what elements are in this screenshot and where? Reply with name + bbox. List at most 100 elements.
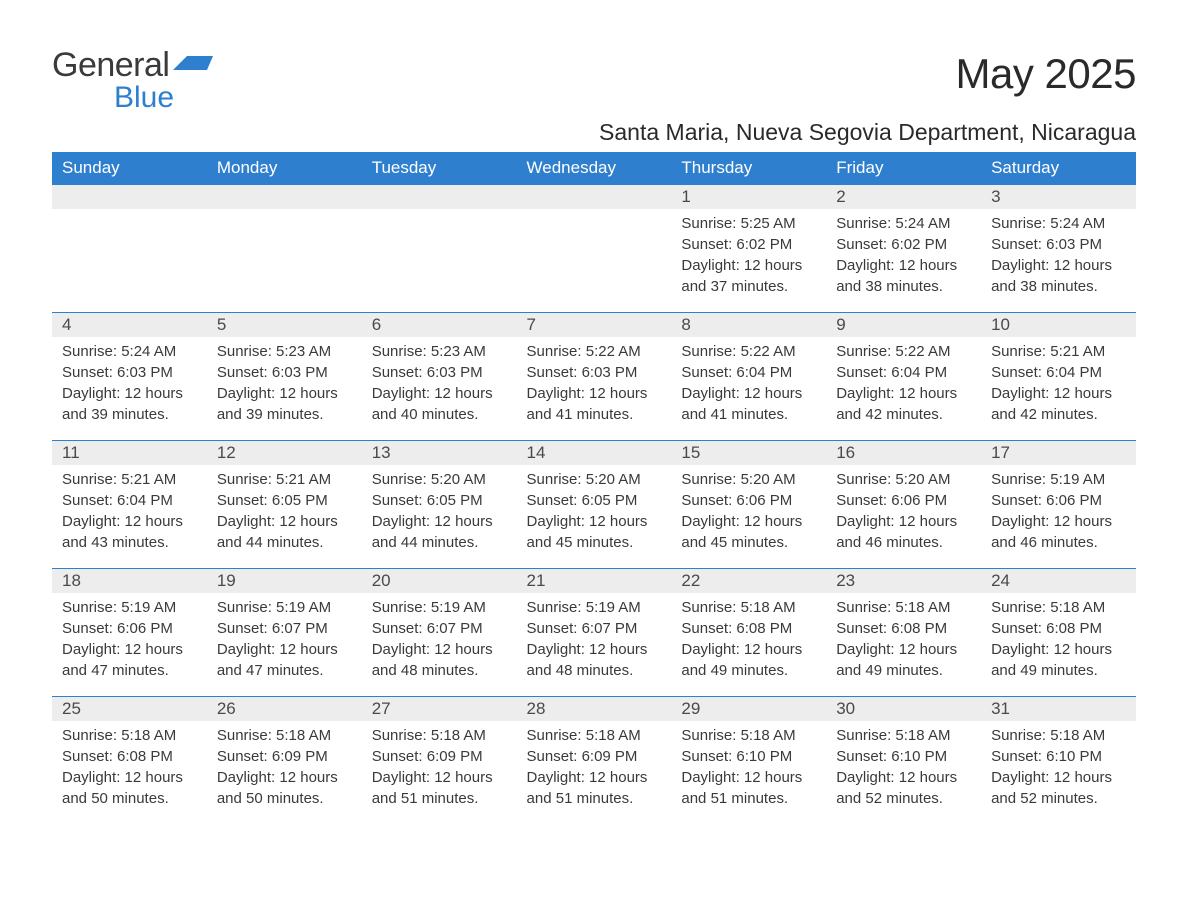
- day-number: 19: [207, 569, 362, 593]
- calendar-day-cell: 21Sunrise: 5:19 AMSunset: 6:07 PMDayligh…: [517, 569, 672, 697]
- day-number: 2: [826, 185, 981, 209]
- calendar-day-cell: 7Sunrise: 5:22 AMSunset: 6:03 PMDaylight…: [517, 313, 672, 441]
- daynum-blank: [362, 185, 517, 209]
- day-details: Sunrise: 5:23 AMSunset: 6:03 PMDaylight:…: [207, 337, 362, 433]
- day-number: 11: [52, 441, 207, 465]
- calendar-day-cell: 19Sunrise: 5:19 AMSunset: 6:07 PMDayligh…: [207, 569, 362, 697]
- day-details: Sunrise: 5:23 AMSunset: 6:03 PMDaylight:…: [362, 337, 517, 433]
- daynum-blank: [207, 185, 362, 209]
- day-details: Sunrise: 5:18 AMSunset: 6:09 PMDaylight:…: [362, 721, 517, 817]
- daynum-blank: [52, 185, 207, 209]
- day-details: Sunrise: 5:24 AMSunset: 6:03 PMDaylight:…: [52, 337, 207, 433]
- calendar-day-cell: 26Sunrise: 5:18 AMSunset: 6:09 PMDayligh…: [207, 697, 362, 825]
- day-details: Sunrise: 5:20 AMSunset: 6:05 PMDaylight:…: [362, 465, 517, 561]
- day-number: 22: [671, 569, 826, 593]
- calendar-day-cell: 31Sunrise: 5:18 AMSunset: 6:10 PMDayligh…: [981, 697, 1136, 825]
- day-number: 31: [981, 697, 1136, 721]
- calendar-blank-cell: [362, 185, 517, 313]
- calendar-day-cell: 2Sunrise: 5:24 AMSunset: 6:02 PMDaylight…: [826, 185, 981, 313]
- calendar-table: SundayMondayTuesdayWednesdayThursdayFrid…: [52, 152, 1136, 825]
- day-details: Sunrise: 5:18 AMSunset: 6:10 PMDaylight:…: [671, 721, 826, 817]
- day-details: Sunrise: 5:18 AMSunset: 6:09 PMDaylight:…: [517, 721, 672, 817]
- calendar-day-cell: 11Sunrise: 5:21 AMSunset: 6:04 PMDayligh…: [52, 441, 207, 569]
- day-details: Sunrise: 5:19 AMSunset: 6:06 PMDaylight:…: [981, 465, 1136, 561]
- calendar-day-cell: 6Sunrise: 5:23 AMSunset: 6:03 PMDaylight…: [362, 313, 517, 441]
- calendar-day-cell: 16Sunrise: 5:20 AMSunset: 6:06 PMDayligh…: [826, 441, 981, 569]
- day-number: 13: [362, 441, 517, 465]
- day-details: Sunrise: 5:19 AMSunset: 6:07 PMDaylight:…: [207, 593, 362, 689]
- day-number: 12: [207, 441, 362, 465]
- calendar-day-cell: 24Sunrise: 5:18 AMSunset: 6:08 PMDayligh…: [981, 569, 1136, 697]
- page-title: May 2025: [956, 50, 1136, 98]
- day-details: Sunrise: 5:22 AMSunset: 6:04 PMDaylight:…: [671, 337, 826, 433]
- day-details: Sunrise: 5:18 AMSunset: 6:10 PMDaylight:…: [826, 721, 981, 817]
- calendar-day-cell: 29Sunrise: 5:18 AMSunset: 6:10 PMDayligh…: [671, 697, 826, 825]
- day-details: Sunrise: 5:18 AMSunset: 6:09 PMDaylight:…: [207, 721, 362, 817]
- day-details: Sunrise: 5:24 AMSunset: 6:03 PMDaylight:…: [981, 209, 1136, 305]
- calendar-week-row: 11Sunrise: 5:21 AMSunset: 6:04 PMDayligh…: [52, 441, 1136, 569]
- day-number: 29: [671, 697, 826, 721]
- day-number: 27: [362, 697, 517, 721]
- day-number: 10: [981, 313, 1136, 337]
- logo-flag-icon: [173, 56, 213, 89]
- calendar-day-cell: 3Sunrise: 5:24 AMSunset: 6:03 PMDaylight…: [981, 185, 1136, 313]
- calendar-week-row: 4Sunrise: 5:24 AMSunset: 6:03 PMDaylight…: [52, 313, 1136, 441]
- day-number: 4: [52, 313, 207, 337]
- weekday-header: Tuesday: [362, 152, 517, 185]
- weekday-header: Friday: [826, 152, 981, 185]
- weekday-header: Monday: [207, 152, 362, 185]
- weekday-header-row: SundayMondayTuesdayWednesdayThursdayFrid…: [52, 152, 1136, 185]
- calendar-week-row: 18Sunrise: 5:19 AMSunset: 6:06 PMDayligh…: [52, 569, 1136, 697]
- day-number: 8: [671, 313, 826, 337]
- day-number: 26: [207, 697, 362, 721]
- calendar-day-cell: 14Sunrise: 5:20 AMSunset: 6:05 PMDayligh…: [517, 441, 672, 569]
- calendar-day-cell: 30Sunrise: 5:18 AMSunset: 6:10 PMDayligh…: [826, 697, 981, 825]
- calendar-day-cell: 25Sunrise: 5:18 AMSunset: 6:08 PMDayligh…: [52, 697, 207, 825]
- weekday-header: Sunday: [52, 152, 207, 185]
- day-number: 18: [52, 569, 207, 593]
- day-details: Sunrise: 5:18 AMSunset: 6:08 PMDaylight:…: [981, 593, 1136, 689]
- day-number: 3: [981, 185, 1136, 209]
- daynum-blank: [517, 185, 672, 209]
- calendar-day-cell: 15Sunrise: 5:20 AMSunset: 6:06 PMDayligh…: [671, 441, 826, 569]
- day-details: Sunrise: 5:18 AMSunset: 6:08 PMDaylight:…: [52, 721, 207, 817]
- calendar-day-cell: 4Sunrise: 5:24 AMSunset: 6:03 PMDaylight…: [52, 313, 207, 441]
- calendar-day-cell: 23Sunrise: 5:18 AMSunset: 6:08 PMDayligh…: [826, 569, 981, 697]
- day-details: Sunrise: 5:18 AMSunset: 6:08 PMDaylight:…: [671, 593, 826, 689]
- day-details: Sunrise: 5:25 AMSunset: 6:02 PMDaylight:…: [671, 209, 826, 305]
- day-number: 5: [207, 313, 362, 337]
- day-details: Sunrise: 5:19 AMSunset: 6:06 PMDaylight:…: [52, 593, 207, 689]
- day-number: 30: [826, 697, 981, 721]
- day-number: 23: [826, 569, 981, 593]
- logo-word-general: General: [52, 46, 169, 85]
- day-details: Sunrise: 5:20 AMSunset: 6:05 PMDaylight:…: [517, 465, 672, 561]
- calendar-day-cell: 27Sunrise: 5:18 AMSunset: 6:09 PMDayligh…: [362, 697, 517, 825]
- day-details: Sunrise: 5:20 AMSunset: 6:06 PMDaylight:…: [671, 465, 826, 561]
- calendar-day-cell: 22Sunrise: 5:18 AMSunset: 6:08 PMDayligh…: [671, 569, 826, 697]
- calendar-blank-cell: [52, 185, 207, 313]
- weekday-header: Wednesday: [517, 152, 672, 185]
- day-number: 15: [671, 441, 826, 465]
- day-details: Sunrise: 5:19 AMSunset: 6:07 PMDaylight:…: [362, 593, 517, 689]
- day-details: Sunrise: 5:21 AMSunset: 6:05 PMDaylight:…: [207, 465, 362, 561]
- day-number: 24: [981, 569, 1136, 593]
- calendar-day-cell: 12Sunrise: 5:21 AMSunset: 6:05 PMDayligh…: [207, 441, 362, 569]
- day-details: Sunrise: 5:18 AMSunset: 6:10 PMDaylight:…: [981, 721, 1136, 817]
- day-details: Sunrise: 5:21 AMSunset: 6:04 PMDaylight:…: [981, 337, 1136, 433]
- calendar-day-cell: 18Sunrise: 5:19 AMSunset: 6:06 PMDayligh…: [52, 569, 207, 697]
- calendar-blank-cell: [207, 185, 362, 313]
- day-details: Sunrise: 5:19 AMSunset: 6:07 PMDaylight:…: [517, 593, 672, 689]
- day-number: 14: [517, 441, 672, 465]
- day-number: 7: [517, 313, 672, 337]
- day-number: 25: [52, 697, 207, 721]
- calendar-week-row: 1Sunrise: 5:25 AMSunset: 6:02 PMDaylight…: [52, 185, 1136, 313]
- calendar-day-cell: 17Sunrise: 5:19 AMSunset: 6:06 PMDayligh…: [981, 441, 1136, 569]
- day-details: Sunrise: 5:24 AMSunset: 6:02 PMDaylight:…: [826, 209, 981, 305]
- day-number: 17: [981, 441, 1136, 465]
- day-number: 6: [362, 313, 517, 337]
- calendar-day-cell: 9Sunrise: 5:22 AMSunset: 6:04 PMDaylight…: [826, 313, 981, 441]
- calendar-day-cell: 20Sunrise: 5:19 AMSunset: 6:07 PMDayligh…: [362, 569, 517, 697]
- day-number: 9: [826, 313, 981, 337]
- calendar-day-cell: 5Sunrise: 5:23 AMSunset: 6:03 PMDaylight…: [207, 313, 362, 441]
- day-details: Sunrise: 5:21 AMSunset: 6:04 PMDaylight:…: [52, 465, 207, 561]
